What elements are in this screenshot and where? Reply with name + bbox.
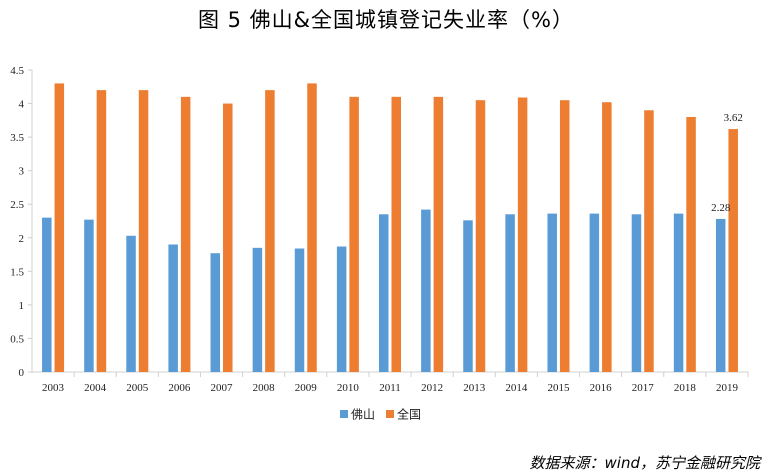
y-tick-label: 4: [19, 99, 25, 111]
x-tick-label: 2003: [42, 382, 65, 394]
bar-foshan: [421, 209, 431, 372]
bar-foshan: [210, 253, 221, 372]
bar-national: [686, 116, 696, 372]
bar-national: [644, 110, 654, 373]
bar-national: [307, 83, 317, 372]
bar-national: [517, 97, 528, 372]
x-tick-label: 2005: [126, 382, 149, 394]
bar-national: [54, 83, 65, 372]
x-tick-label: 2006: [168, 382, 191, 394]
bar-foshan: [294, 248, 305, 372]
bar-foshan: [505, 214, 515, 372]
bar-national: [223, 103, 233, 373]
bar-national: [96, 90, 107, 372]
x-tick-label: 2014: [505, 382, 528, 394]
y-tick-label: 2: [19, 233, 25, 245]
bar-national: [391, 96, 401, 372]
y-tick-label: 2.5: [10, 199, 24, 211]
bar-national: [138, 90, 149, 372]
bar-foshan: [547, 213, 557, 372]
y-tick-label: 3.5: [10, 132, 24, 144]
y-tick-label: 4.5: [10, 65, 24, 77]
bar-foshan: [126, 235, 136, 372]
legend-swatch: [340, 410, 348, 418]
bar-foshan: [463, 220, 473, 372]
bar-foshan: [252, 247, 263, 372]
source-note: 数据来源：wind，苏宁金融研究院: [529, 454, 760, 472]
x-tick-label: 2019: [716, 382, 739, 394]
data-label: 2.28: [711, 202, 731, 214]
x-tick-label: 2013: [463, 382, 486, 394]
x-tick-label: 2017: [632, 382, 655, 394]
bar-foshan: [631, 214, 642, 372]
bar-foshan: [336, 246, 347, 372]
bar-national: [180, 96, 191, 372]
bar-national: [602, 102, 612, 373]
bar-national: [349, 96, 359, 372]
y-tick-label: 3: [19, 166, 25, 178]
bar-foshan: [84, 219, 94, 372]
legend-swatch: [386, 410, 394, 418]
x-tick-label: 2007: [211, 382, 234, 394]
x-tick-label: 2008: [253, 382, 276, 394]
x-tick-label: 2010: [337, 382, 360, 394]
bar-foshan: [42, 217, 52, 372]
x-tick-label: 2015: [547, 382, 570, 394]
x-tick-label: 2018: [674, 382, 697, 394]
bar-national: [265, 90, 275, 372]
legend-label: 全国: [397, 407, 421, 422]
chart-title: 图 5 佛山&全国城镇登记失业率（%）: [197, 8, 575, 32]
bar-national: [433, 96, 444, 372]
bar-foshan: [379, 214, 389, 372]
legend-label: 佛山: [351, 408, 375, 422]
y-tick-label: 0: [19, 367, 25, 379]
x-tick-label: 2009: [295, 382, 318, 394]
bar-foshan: [589, 213, 600, 372]
bar-foshan: [715, 218, 726, 372]
bar-national: [475, 100, 486, 372]
x-tick-label: 2011: [379, 382, 401, 394]
bar-foshan: [168, 244, 178, 372]
x-tick-label: 2012: [421, 382, 443, 394]
y-tick-label: 0.5: [10, 333, 24, 345]
data-label: 3.62: [724, 112, 743, 124]
x-tick-label: 2016: [590, 382, 613, 394]
y-tick-label: 1.5: [10, 266, 24, 278]
bar-foshan: [673, 213, 684, 372]
x-tick-label: 2004: [84, 382, 107, 394]
bar-national: [728, 129, 738, 372]
y-tick-label: 1: [19, 300, 25, 312]
bar-national: [559, 100, 570, 372]
